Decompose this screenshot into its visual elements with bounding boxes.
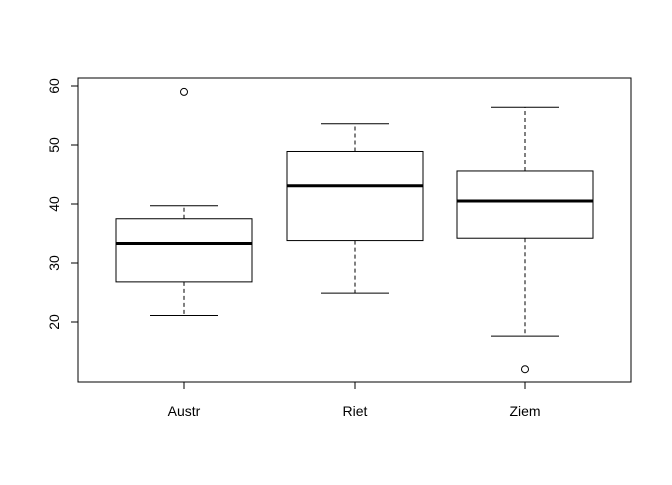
y-tick-label-60: 60 [46,78,62,94]
outlier-point-ziem-0 [521,365,529,374]
x-tick-label-austr: Austr [168,403,201,419]
y-tick-label-20: 20 [46,314,62,330]
chart-marks: 20 30 40 50 60 Austr Riet Ziem [46,78,594,419]
x-tick-label-riet: Riet [343,403,368,419]
y-tick-label-40: 40 [46,196,62,212]
x-tick-label-ziem: Ziem [509,403,540,419]
box-ziem [456,170,594,239]
outlier-point-austr-0 [180,87,188,96]
y-tick-label-50: 50 [46,137,62,153]
box-riet [286,150,424,242]
box-austr [115,218,253,283]
y-tick-label-30: 30 [46,255,62,271]
